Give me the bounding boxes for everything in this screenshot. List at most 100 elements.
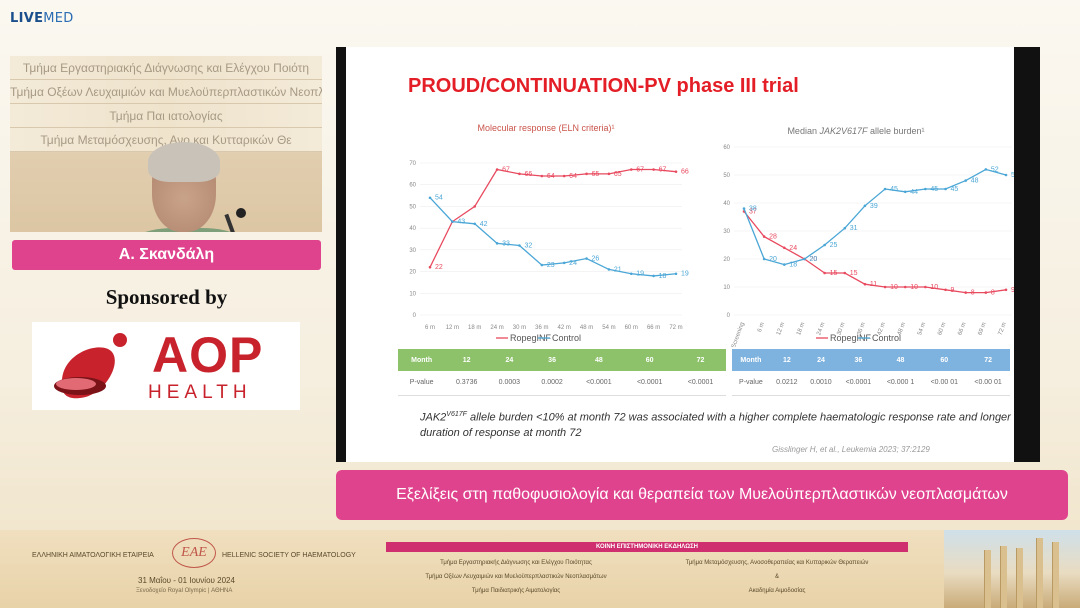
table-header-row: Month 12 24 36 48 60 72 (732, 349, 1010, 371)
data-label: 11 (870, 281, 877, 288)
data-point (803, 257, 806, 261)
department-right-ampersand: & (774, 574, 779, 580)
data-point (823, 271, 826, 275)
data-point (495, 242, 499, 245)
data-label: 64 (569, 173, 577, 180)
data-point (823, 243, 826, 247)
joint-event-banner: ΚΟΙΝΗ ΕΠΙΣΤΗΜΟΝΙΚΗ ΕΚΔΗΛΩΣΗ (386, 542, 908, 552)
data-label: 33 (502, 240, 510, 247)
x-tick-label: 69 m (978, 322, 988, 337)
right-chart-title-gene: JAK2V617F (819, 126, 868, 136)
data-label: 9 (1011, 287, 1014, 294)
y-tick-label: 20 (409, 270, 416, 276)
slide-title: PROUD/CONTINUATION-PV phase III trial (408, 75, 799, 97)
x-tick-label: 6 m (757, 322, 766, 333)
y-tick-label: 60 (409, 183, 416, 189)
data-label: 45 (930, 186, 938, 193)
department-left-2: Τμήμα Οξέων Λευχαιμιών και Μυελοϋπερπλασ… (425, 574, 607, 580)
y-tick-label: 0 (413, 313, 417, 319)
data-label: 21 (614, 266, 622, 273)
x-tick-label: 54 m (602, 325, 615, 331)
data-label: 67 (502, 167, 510, 174)
table-header-cell: 36 (530, 349, 574, 371)
data-point (473, 205, 477, 208)
data-label: 66 (681, 169, 689, 176)
data-point (964, 291, 967, 294)
data-label: 65 (592, 171, 600, 178)
y-tick-label: 70 (409, 161, 416, 167)
footnote-gene-variant: V617F (446, 411, 467, 418)
aop-drop-icon (54, 333, 127, 399)
data-point (742, 207, 746, 210)
footnote-gene: JAK2 (420, 411, 447, 424)
data-label: 67 (659, 167, 667, 174)
table-header-cell: 48 (878, 349, 923, 371)
event-date: 31 Μαΐου - 01 Ιουνίου 2024 (138, 576, 235, 585)
data-label: 18 (789, 262, 797, 269)
y-tick-label: 60 (723, 145, 730, 151)
table-header-cell: Month (398, 349, 446, 371)
y-tick-label: 40 (409, 226, 416, 232)
data-label: 31 (850, 225, 858, 232)
data-label: 32 (524, 243, 532, 250)
table-header-cell: 60 (922, 349, 967, 371)
session-topic-bar: Εξελίξεις στη παθοφυσιολογία και θεραπεί… (336, 470, 1068, 520)
table-cell: <0.0001 (573, 371, 625, 396)
data-label: 48 (971, 178, 979, 185)
data-point (607, 268, 611, 271)
data-label: 39 (870, 203, 878, 210)
data-label: 50 (1011, 172, 1014, 179)
right-pvalue-table: Month 12 24 36 48 60 72 P-value 0.0212 0.0010 <0.0… (732, 349, 1010, 396)
legend-label: RopegINF (510, 333, 552, 343)
data-label: 28 (769, 234, 777, 241)
data-label: 18 (659, 273, 667, 280)
brand-live: LIVE (10, 11, 44, 26)
brand-med: MED (43, 11, 74, 26)
series-line-control (429, 197, 677, 277)
slide-footnote: JAK2V617F allele burden <10% at month 72… (420, 407, 1014, 441)
table-header-cell: 24 (803, 349, 839, 371)
society-logo: ΕΑΕ (172, 538, 216, 568)
data-point (843, 226, 847, 230)
legend-label: Control (552, 333, 581, 343)
data-point (518, 244, 521, 247)
right-chart-title-post: allele burden¹ (867, 126, 925, 136)
data-point (843, 271, 847, 275)
x-tick-label: 48 m (580, 325, 593, 331)
table-cell: <0.00 01 (966, 371, 1010, 396)
data-label: 26 (592, 256, 600, 263)
data-point (428, 265, 432, 269)
temple-column (1016, 548, 1023, 608)
series-line-ropeginf (743, 210, 1007, 294)
y-tick-label: 30 (723, 229, 730, 235)
data-label: 20 (769, 256, 777, 263)
table-cell: <0.0001 (624, 371, 676, 396)
data-point (984, 291, 988, 294)
table-header-cell: 12 (769, 349, 804, 371)
left-chart-title: Molecular response (ELN criteria)¹ (477, 123, 615, 133)
data-label: 10 (890, 284, 898, 291)
x-tick-label: 42 m (877, 322, 887, 337)
data-point (629, 272, 633, 276)
event-footer: ΕΛΛΗΝΙΚΗ ΑΙΜΑΤΟΛΟΓΙΚΗ ΕΤΑΙΡΕΙΑ ΕΑΕ HELLE… (0, 530, 1080, 608)
data-point (863, 282, 867, 286)
table-row: P-value 0.0212 0.0010 <0.0001 <0.000 1 <0.00 … (732, 371, 1010, 396)
x-tick-label: 72 m (998, 322, 1008, 337)
x-tick-label: 36 m (535, 325, 548, 331)
temple-column (1000, 546, 1007, 608)
data-label: 44 (910, 189, 918, 196)
department-left-3: Τμήμα Παιδιατρικής Αιματολογίας (471, 588, 561, 594)
data-point (964, 179, 967, 182)
data-point (585, 257, 588, 260)
data-point (562, 174, 566, 178)
data-label: 8 (991, 290, 995, 297)
table-row: P-value 0.3736 0.0003 0.0002 <0.0001 <0.0001 <… (398, 371, 726, 396)
data-point (762, 235, 766, 238)
table-cell: <0.00 01 (922, 371, 967, 396)
sponsor-subtitle: HEALTH (148, 382, 252, 403)
department-left-1: Τμήμα Εργαστηριακής Διάγνωσης και Ελέγχο… (440, 560, 592, 566)
x-tick-label: 12 m (446, 325, 459, 331)
data-point (428, 196, 432, 200)
table-header-cell: 24 (488, 349, 531, 371)
data-label: 19 (681, 271, 689, 278)
